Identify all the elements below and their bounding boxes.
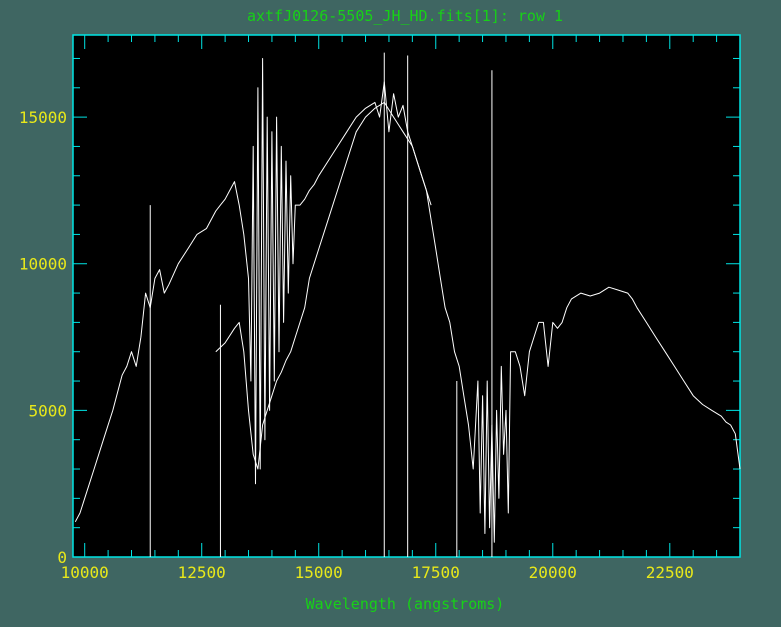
series-line-2: [215, 101, 432, 470]
x-tick-label: 17500: [412, 563, 460, 582]
x-axis-label: Wavelength (angstroms): [306, 595, 505, 613]
y-tick-label: 15000: [19, 108, 67, 127]
y-tick-label: 10000: [19, 255, 67, 274]
plot-area: [72, 34, 741, 558]
series-line-1: [74, 58, 741, 543]
x-tick-label: 22500: [646, 563, 694, 582]
y-tick-label: 0: [57, 548, 67, 567]
data-series: [74, 52, 741, 557]
axis-ticks: [73, 35, 741, 558]
y-tick-label: 5000: [28, 401, 67, 420]
y-tick-labels: 0 5000 10000 15000: [19, 108, 67, 567]
x-tick-label: 10000: [61, 563, 109, 582]
chart-title: axtfJ0126-5505_JH_HD.fits[1]: row 1: [247, 7, 563, 25]
x-tick-label: 12500: [178, 563, 226, 582]
x-tick-label: 15000: [295, 563, 343, 582]
x-tick-labels: 10000 12500 15000 17500 20000 22500: [61, 563, 694, 582]
x-tick-label: 20000: [529, 563, 577, 582]
